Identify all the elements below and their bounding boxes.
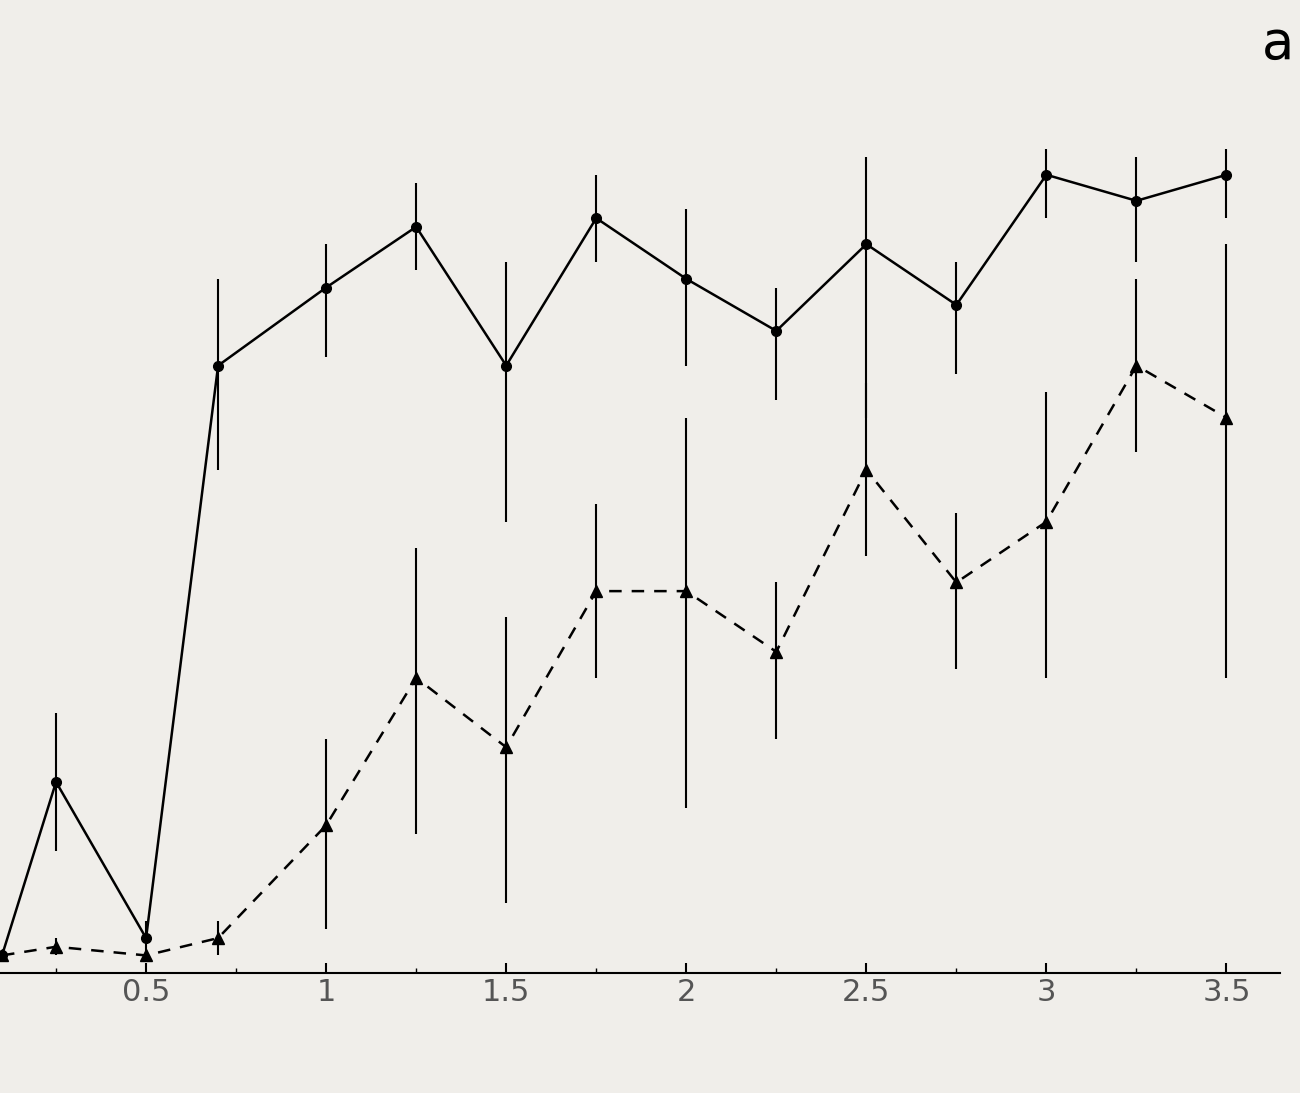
Text: a: a [1261, 17, 1294, 70]
